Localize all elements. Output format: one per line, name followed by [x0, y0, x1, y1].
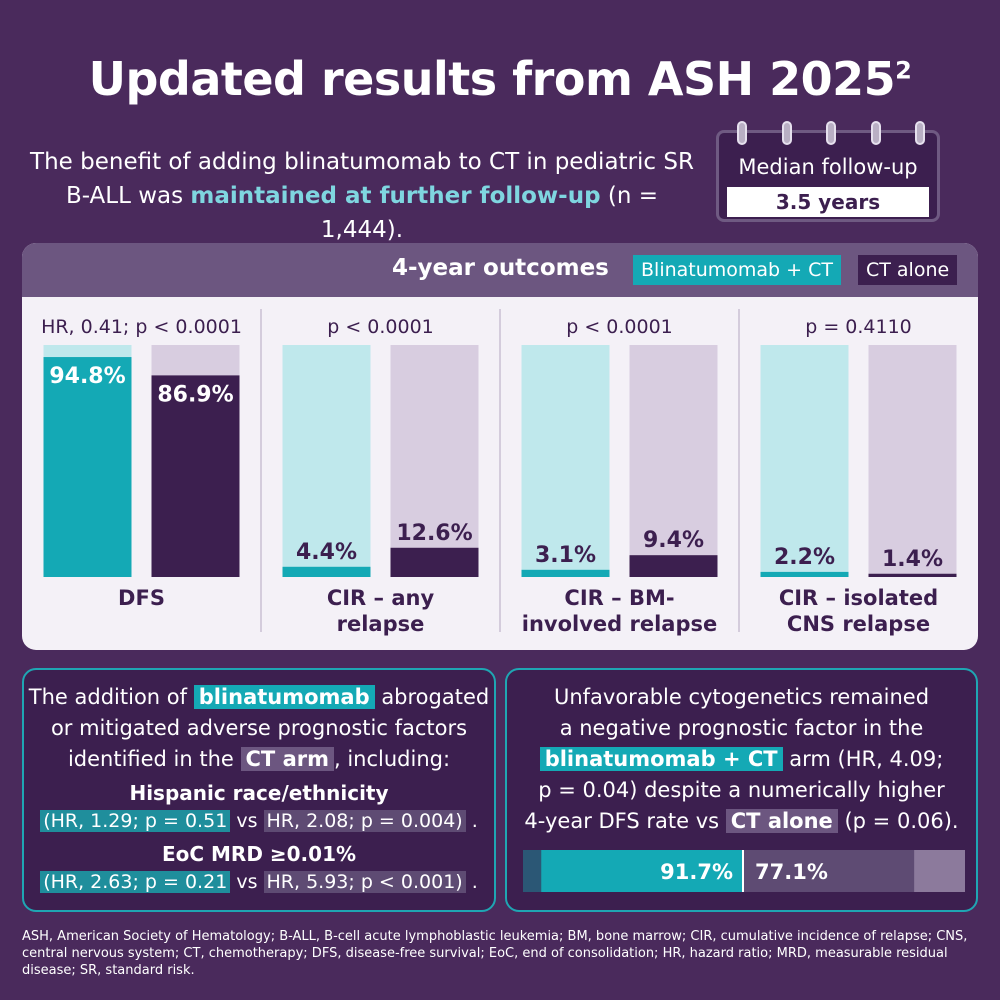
title-footnote-ref: 2: [895, 56, 912, 85]
subgroup-mrd-heading: EoC MRD ≥0.01%: [161, 842, 357, 866]
calendar-ring-icon: [870, 121, 881, 145]
hbar-blinatumomab: [541, 850, 743, 892]
dfs-comparison-bar: 91.7% 77.1%: [523, 850, 965, 892]
category-label: DFS: [118, 586, 165, 610]
prognostic-factors-box: The addition of blinatumomab abrogated o…: [22, 668, 496, 912]
bar-blinatumomab: [760, 571, 849, 577]
value-label-blinatumomab: 3.1%: [535, 543, 596, 568]
bar-blinatumomab: [521, 569, 610, 577]
value-label-blinatumomab: 2.2%: [774, 545, 835, 570]
bar-track-ct-alone: [390, 345, 479, 577]
bar-blinatumomab: [282, 566, 371, 577]
tag-ct-arm: CT arm: [240, 747, 334, 771]
category-label: involved relapse: [522, 612, 717, 636]
value-label-ct-alone: 9.4%: [643, 528, 704, 553]
hbar-label-ct-alone: 77.1%: [755, 860, 828, 884]
subgroup-mrd-hr: (HR, 2.63; p = 0.21 vs HR, 5.93; p < 0.0…: [24, 868, 494, 897]
value-label-blinatumomab: 94.8%: [49, 364, 125, 389]
calendar-ring-icon: [781, 121, 792, 145]
calendar-ring-icon: [737, 121, 747, 145]
calendar-ring-icon: [915, 121, 925, 145]
calendar-value: 3.5 years: [727, 187, 929, 217]
bar-ct-alone: [629, 555, 718, 577]
calendar-ring-icon: [826, 121, 836, 145]
outcomes-bar-chart: HR, 0.41; p < 0.0001 94.8% 86.9% DFS p < 0.0…: [41, 309, 957, 636]
page-title: Updated results from ASH 20252: [88, 52, 912, 106]
bar-ct-alone: [868, 573, 957, 577]
calendar-rings: [737, 121, 925, 145]
legend-blinatumomab: Blinatumomab + CT: [633, 255, 841, 285]
hbar-ct-alone: [743, 850, 915, 892]
value-label-ct-alone: 12.6%: [396, 521, 472, 546]
hbar-label-blinatumomab: 91.7%: [660, 860, 733, 884]
value-label-blinatumomab: 4.4%: [296, 540, 357, 565]
stat-label: p = 0.4110: [805, 316, 912, 338]
stat-label: HR, 0.41; p < 0.0001: [41, 316, 242, 338]
bar-ct-alone: [151, 375, 240, 577]
bar-track-ct-alone: [868, 345, 957, 577]
stat-label: p < 0.0001: [327, 316, 434, 338]
outcomes-panel-header: 4-year outcomes Blinatumomab + CT CT alo…: [22, 243, 978, 297]
tag-blinatumomab: blinatumomab: [193, 685, 375, 709]
bar-track-blinatumomab: [282, 345, 371, 577]
cytogenetics-box: Unfavorable cytogenetics remained a nega…: [505, 668, 978, 912]
category-label: CIR – BM-: [564, 586, 674, 610]
bar-blinatumomab: [43, 357, 132, 577]
intro-text: The benefit of adding blinatumomab to CT…: [30, 149, 694, 243]
bar-ct-alone: [390, 547, 479, 577]
bar-track-blinatumomab: [521, 345, 610, 577]
category-label: relapse: [337, 612, 425, 636]
category-label: CNS relapse: [787, 612, 930, 636]
bar-track-blinatumomab: [760, 345, 849, 577]
category-label: CIR – isolated: [779, 586, 938, 610]
outcomes-title: 4-year outcomes: [392, 255, 609, 281]
tag-blinatumomab-ct: blinatumomab + CT: [539, 747, 783, 771]
value-label-ct-alone: 86.9%: [157, 382, 233, 407]
subgroup-hispanic-hr: (HR, 1.29; p = 0.51 vs HR, 2.08; p = 0.0…: [24, 807, 494, 836]
footnote-abbreviations: ASH, American Society of Hematology; B-A…: [22, 929, 968, 978]
median-follow-up-calendar: Median follow-up 3.5 years: [716, 121, 940, 222]
outcomes-panel: 4-year outcomes Blinatumomab + CT CT alo…: [22, 243, 978, 650]
calendar-label: Median follow-up: [738, 155, 918, 179]
bar-track-ct-alone: [629, 345, 718, 577]
stat-label: p < 0.0001: [566, 316, 673, 338]
category-label: CIR – any: [327, 586, 435, 610]
value-label-ct-alone: 1.4%: [882, 547, 943, 572]
tag-ct-alone: CT alone: [725, 809, 838, 833]
subgroup-hispanic-heading: Hispanic race/ethnicity: [129, 781, 389, 805]
intro-highlight: maintained at further follow-up: [190, 183, 601, 209]
legend-ct-alone: CT alone: [858, 255, 958, 285]
